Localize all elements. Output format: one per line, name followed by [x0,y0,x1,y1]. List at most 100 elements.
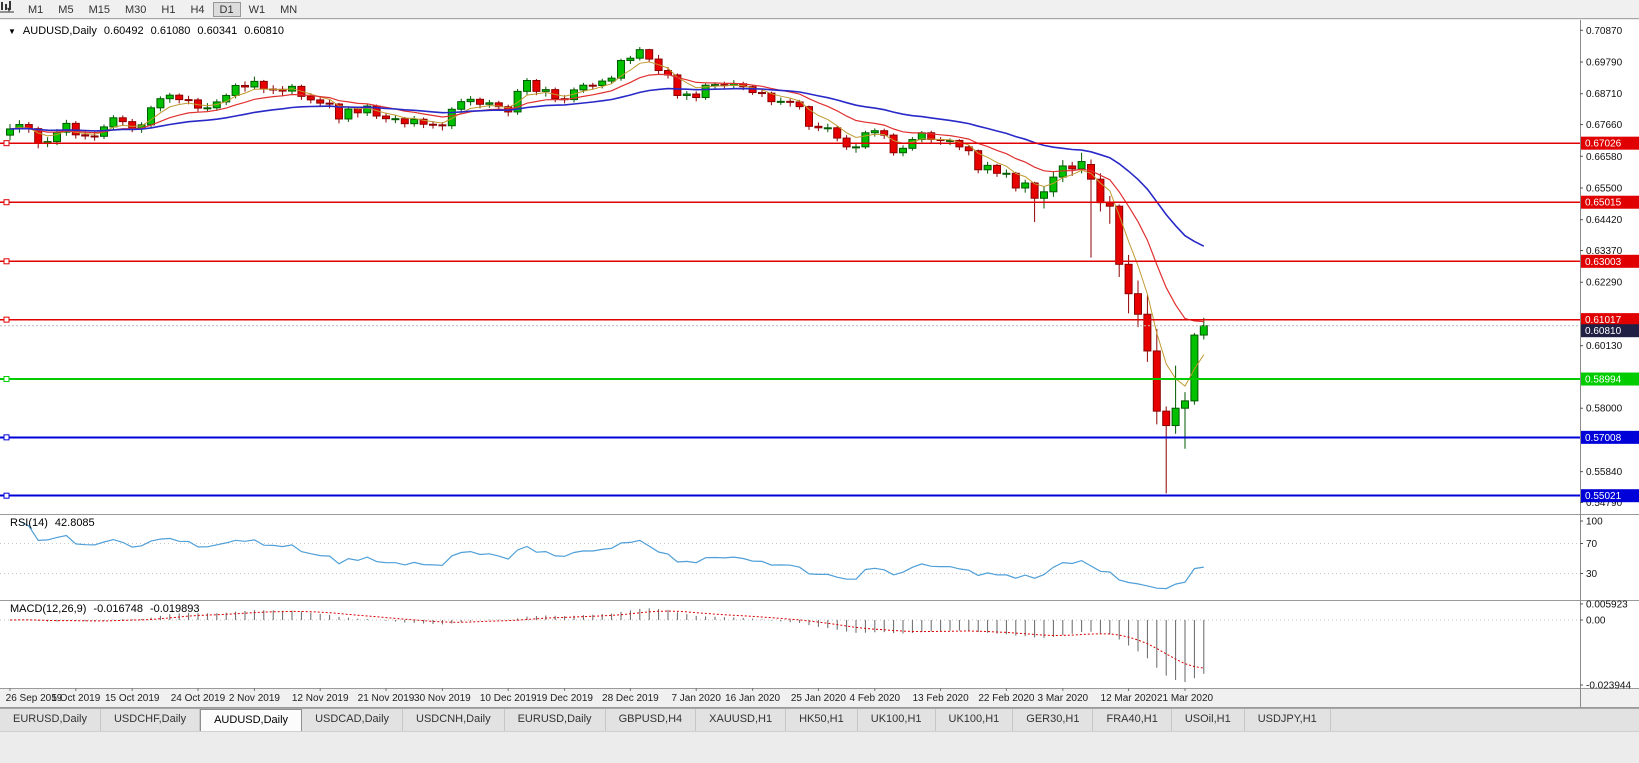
rsi-level-label: 100 [1586,517,1603,528]
tf-button-M1[interactable]: M1 [28,3,44,16]
date-label: 12 Nov 2019 [292,693,349,704]
chart-title: ▼ AUDUSD,Daily 0.60492 0.61080 0.60341 0… [8,25,284,37]
line-handle[interactable] [3,492,10,499]
candles-layer [6,47,1208,494]
horizontal-line[interactable] [0,376,1580,383]
chart-tabs-bar: EURUSD,Daily USDCHF,Daily AUDUSD,Daily USDC… [0,708,1639,731]
chart-tab[interactable]: FRA40,H1 [1093,709,1172,731]
date-label: 28 Dec 2019 [602,693,659,704]
date-label: 2 Nov 2019 [229,693,281,704]
tf-button-H1[interactable]: H1 [161,3,176,16]
date-label: 30 Nov 2019 [414,693,471,704]
tf-button-MN[interactable]: MN [280,3,298,16]
price-tag: 0.58994 [1581,372,1639,386]
date-label: 7 Jan 2020 [671,693,721,704]
price-tick-label: 0.65500 [1586,183,1623,194]
chart-close-value: 0.60810 [244,25,284,37]
chart-low-value: 0.60341 [197,25,238,37]
price-tick-label: 0.67660 [1586,120,1623,131]
date-label: 5 Oct 2019 [51,693,100,704]
macd-indicator-label: MACD(12,26,9) -0.016748 -0.019893 [10,603,200,615]
macd-main-value: -0.016748 [93,603,143,615]
line-handle[interactable] [3,140,10,147]
line-handle[interactable] [3,376,10,383]
chart-tab[interactable]: USDCNH,Daily [403,709,505,731]
macd-histogram [18,608,1205,683]
ma-34-line [9,87,1205,247]
date-label: 13 Feb 2020 [913,693,970,704]
price-tick-label: 0.69790 [1586,58,1623,69]
horizontal-line[interactable] [0,258,1580,265]
chart-high-value: 0.61080 [150,25,191,37]
chart-tab[interactable]: GBPUSD,H4 [606,709,697,731]
chart-open-value: 0.60492 [103,25,144,37]
price-tick-label: 0.55840 [1586,467,1623,478]
chart-symbol-label: AUDUSD,Daily [22,25,97,37]
tf-button-M15[interactable]: M15 [88,3,110,16]
chart-tab[interactable]: UK100,H1 [936,709,1014,731]
price-tick-label: 0.70870 [1586,26,1623,37]
date-label: 15 Oct 2019 [105,693,160,704]
rsi-indicator-label: RSI(14) 42.8085 [10,517,95,529]
date-label: 21 Mar 2020 [1157,693,1214,704]
price-tag: 0.55021 [1581,489,1639,503]
status-bar [0,731,1639,763]
date-label: 19 Dec 2019 [536,693,593,704]
date-label: 10 Dec 2019 [480,693,537,704]
svg-text:0.67026: 0.67026 [1585,139,1622,150]
rsi-level-label: 30 [1586,569,1598,580]
chart-tab[interactable]: UK100,H1 [858,709,936,731]
chart-tab[interactable]: USOil,H1 [1172,709,1245,731]
line-handle[interactable] [3,258,10,265]
horizontal-line[interactable] [0,199,1580,206]
chart-tab[interactable]: USDJPY,H1 [1245,709,1331,731]
rsi-value: 42.8085 [54,517,95,529]
chart-tab[interactable]: USDCAD,Daily [302,709,404,731]
tf-button-W1[interactable]: W1 [248,3,266,16]
horizontal-line[interactable] [0,434,1580,441]
tf-button-M30[interactable]: M30 [124,3,147,16]
svg-text:0.65015: 0.65015 [1585,198,1622,209]
chart-tab[interactable]: GER30,H1 [1013,709,1094,731]
tf-button-D1[interactable]: D1 [212,1,241,17]
tf-button-M5[interactable]: M5 [58,3,74,16]
line-handle[interactable] [3,316,10,323]
date-label: 26 Sep 2019 [6,693,63,704]
chart-tab[interactable]: EURUSD,Daily [505,709,606,731]
horizontal-line[interactable] [0,492,1580,499]
line-handle[interactable] [3,434,10,441]
price-tick-label: 0.63370 [1586,246,1623,257]
line-handle[interactable] [3,199,10,206]
date-label: 12 Mar 2020 [1101,693,1158,704]
macd-axis-label: 0.00 [1586,616,1606,627]
macd-axis-label: 0.005923 [1586,599,1628,610]
tf-button-H4[interactable]: H4 [190,3,205,16]
horizontal-line[interactable] [0,316,1580,323]
price-tag: 0.67026 [1581,136,1639,150]
price-tick-label: 0.60130 [1586,341,1623,352]
svg-text:0.58994: 0.58994 [1585,375,1622,386]
chart-tab[interactable]: USDCHF,Daily [101,709,201,731]
price-tick-label: 0.62290 [1586,278,1623,289]
date-label: 3 Mar 2020 [1038,693,1089,704]
date-label: 16 Jan 2020 [725,693,780,704]
macd-signal-value: -0.019893 [149,603,200,615]
price-tick-label: 0.54790 [1586,498,1623,509]
chart-tab[interactable]: EURUSD,Daily [0,709,101,731]
rsi-name: RSI(14) [10,517,48,529]
price-tick-label: 0.68710 [1586,89,1623,100]
macd-signal-line [9,610,1204,669]
chart-tab[interactable]: HK50,H1 [786,709,858,731]
chart-tab[interactable]: AUDUSD,Daily [200,709,303,731]
symbol-dropdown-icon[interactable]: ▼ [8,26,16,36]
price-tag: 0.57008 [1581,430,1639,444]
svg-text:0.63003: 0.63003 [1585,257,1622,268]
horizontal-line[interactable] [0,140,1580,147]
chart-tab[interactable]: XAUUSD,H1 [696,709,787,731]
date-label: 4 Feb 2020 [849,693,900,704]
ma-13-line [9,73,1204,323]
date-label: 24 Oct 2019 [171,693,226,704]
